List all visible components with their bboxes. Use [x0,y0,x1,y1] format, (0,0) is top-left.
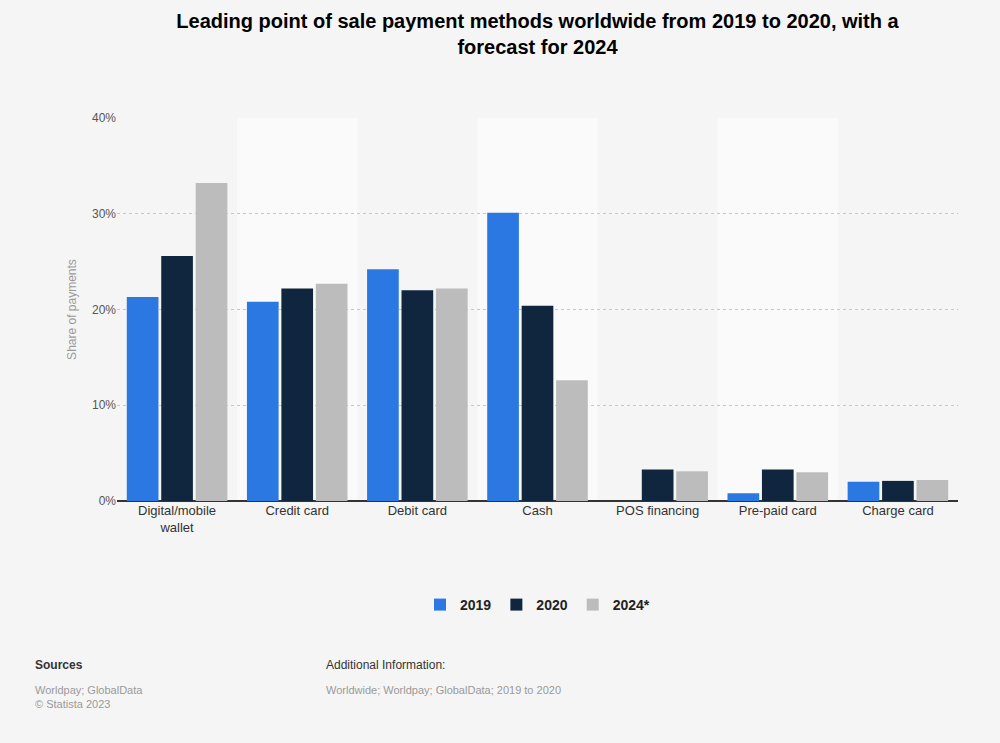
svg-text:2024*: 2024* [613,597,650,613]
svg-text:10%: 10% [92,398,116,412]
svg-text:Cash: Cash [522,503,552,518]
svg-text:Leading point of sale payment: Leading point of sale payment methods wo… [176,10,899,58]
svg-text:40%: 40% [92,111,116,125]
svg-text:20%: 20% [92,303,116,317]
svg-text:Pre-paid card: Pre-paid card [739,503,817,518]
svg-text:Additional Information:: Additional Information: [326,658,445,672]
svg-text:0%: 0% [99,494,117,508]
svg-text:Sources: Sources [35,658,83,672]
svg-text:Debit card: Debit card [388,503,447,518]
svg-text:2019: 2019 [460,597,491,613]
svg-text:POS financing: POS financing [616,503,699,518]
svg-text:Credit card: Credit card [265,503,329,518]
svg-text:Worldpay; GlobalData© Statista: Worldpay; GlobalData© Statista 2023 [35,684,143,710]
svg-text:Digital/mobilewallet: Digital/mobilewallet [138,503,216,535]
svg-text:30%: 30% [92,207,116,221]
svg-text:2020: 2020 [536,597,567,613]
svg-text:Charge card: Charge card [862,503,934,518]
svg-text:Worldwide; Worldpay; GlobalDat: Worldwide; Worldpay; GlobalData; 2019 to… [326,684,561,696]
svg-text:Share of payments: Share of payments [65,259,79,360]
